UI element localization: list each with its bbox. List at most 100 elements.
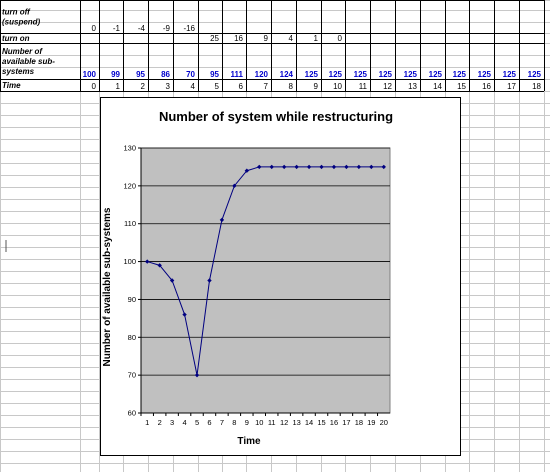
data-point[interactable] — [219, 217, 225, 223]
x-tick-label: 20 — [380, 418, 388, 427]
data-point[interactable] — [356, 164, 362, 170]
table-cell[interactable]: 125 — [503, 70, 517, 79]
table-cell[interactable]: 125 — [478, 70, 492, 79]
table-cell[interactable]: 95 — [210, 70, 219, 79]
table-cell[interactable]: 0 — [338, 34, 343, 43]
table-cell[interactable]: 1 — [314, 34, 319, 43]
table-cell[interactable]: 95 — [136, 70, 145, 79]
data-point[interactable] — [182, 312, 187, 317]
x-tick-label: 12 — [280, 418, 288, 427]
data-point[interactable] — [194, 372, 200, 378]
table-cell[interactable]: 5 — [215, 82, 220, 91]
data-point[interactable] — [294, 164, 299, 170]
x-tick-label: 18 — [355, 418, 363, 427]
data-point[interactable] — [169, 278, 175, 283]
table-cell[interactable]: 9 — [314, 82, 319, 91]
data-point[interactable] — [319, 164, 324, 170]
data-point[interactable] — [369, 164, 374, 170]
table-cell[interactable]: 3 — [166, 82, 171, 91]
table-cell[interactable]: 2 — [141, 82, 146, 91]
data-point[interactable] — [232, 183, 237, 189]
data-point[interactable] — [344, 164, 349, 170]
table-cell[interactable]: -16 — [183, 24, 195, 33]
data-point[interactable] — [381, 164, 386, 170]
table-cell[interactable]: 7 — [264, 82, 269, 91]
table-cell[interactable]: 16 — [234, 34, 243, 43]
x-tick-label: 6 — [207, 418, 211, 427]
row-label: Time — [2, 81, 21, 90]
x-tick-label: 3 — [170, 418, 174, 427]
y-tick-label: 70 — [128, 371, 136, 380]
table-cell[interactable]: 0 — [92, 82, 97, 91]
table-cell[interactable]: 4 — [289, 34, 294, 43]
x-tick-label: 11 — [268, 418, 276, 427]
data-point[interactable] — [306, 164, 312, 170]
table-row: turn on 25 16 9 4 1 0 — [2, 34, 343, 43]
table-cell[interactable]: 124 — [280, 70, 294, 79]
table-cell[interactable]: 86 — [161, 70, 170, 79]
table-cell[interactable]: 16 — [482, 82, 491, 91]
table-cell[interactable]: 18 — [532, 82, 541, 91]
data-point[interactable] — [269, 164, 274, 170]
table-cell[interactable]: 70 — [186, 70, 195, 79]
x-tick-label: 14 — [305, 418, 313, 427]
table-cell[interactable]: 6 — [239, 82, 244, 91]
table-row: Time012345678910111213141516171819 — [0, 81, 542, 91]
table-cell[interactable]: 100 — [83, 70, 97, 79]
x-tick-label: 9 — [245, 418, 249, 427]
table-cell[interactable]: 8 — [289, 82, 294, 91]
x-tick-label: 8 — [232, 418, 236, 427]
row-label: available sub- — [2, 57, 55, 66]
chart-title: Number of system while restructuring — [159, 109, 393, 124]
data-point[interactable] — [331, 164, 337, 170]
x-tick-label: 5 — [195, 418, 199, 427]
table-cell[interactable]: -1 — [113, 24, 121, 33]
table-cell[interactable]: 125 — [329, 70, 343, 79]
table-cell[interactable]: -9 — [163, 24, 171, 33]
x-tick-label: 10 — [255, 418, 263, 427]
table-cell[interactable]: 1 — [116, 82, 121, 91]
table-cell[interactable]: 25 — [210, 34, 219, 43]
y-tick-label: 130 — [123, 144, 136, 153]
table-cell[interactable]: 0 — [92, 24, 97, 33]
plot-background — [140, 147, 391, 414]
table-cell[interactable]: 125 — [453, 70, 467, 79]
table-cell[interactable]: 12 — [383, 82, 392, 91]
table-cell[interactable]: 125 — [528, 70, 542, 79]
table-cell[interactable]: 99 — [111, 70, 120, 79]
table-cell[interactable]: 17 — [507, 82, 516, 91]
table-cell[interactable]: 125 — [404, 70, 418, 79]
table-cell[interactable]: 120 — [255, 70, 269, 79]
data-point[interactable] — [257, 164, 262, 170]
table-cell[interactable]: 14 — [433, 82, 442, 91]
x-tick-label: 4 — [182, 418, 186, 427]
x-tick-label: 15 — [317, 418, 325, 427]
table-cell[interactable]: 4 — [191, 82, 196, 91]
table-cell[interactable]: -4 — [138, 24, 146, 33]
y-tick-label: 60 — [128, 409, 136, 418]
table-cell[interactable]: 125 — [429, 70, 443, 79]
row-label: turn on — [2, 34, 30, 43]
table-cell[interactable]: 9 — [264, 34, 269, 43]
data-point[interactable] — [244, 168, 250, 173]
x-tick-label: 17 — [342, 418, 350, 427]
table-cell[interactable]: 11 — [359, 82, 368, 91]
y-tick-label: 100 — [123, 257, 136, 266]
data-point[interactable] — [281, 164, 287, 170]
table-borders — [0, 0, 545, 92]
table-cell[interactable]: 10 — [333, 82, 342, 91]
table-cell[interactable]: 15 — [457, 82, 466, 91]
row-label: systems — [2, 67, 35, 76]
table-cell[interactable]: 125 — [305, 70, 319, 79]
y-tick-label: 110 — [124, 219, 136, 228]
table-cell[interactable]: 125 — [379, 70, 393, 79]
table-cell[interactable]: 125 — [354, 70, 368, 79]
chart-area[interactable]: Number of system while restructuring 60 7… — [100, 97, 461, 456]
table-cell[interactable]: 111 — [231, 70, 244, 79]
table-cell[interactable]: 13 — [408, 82, 417, 91]
x-tick-label: 7 — [220, 418, 224, 427]
data-point[interactable] — [207, 278, 212, 283]
data-point[interactable] — [145, 259, 150, 264]
